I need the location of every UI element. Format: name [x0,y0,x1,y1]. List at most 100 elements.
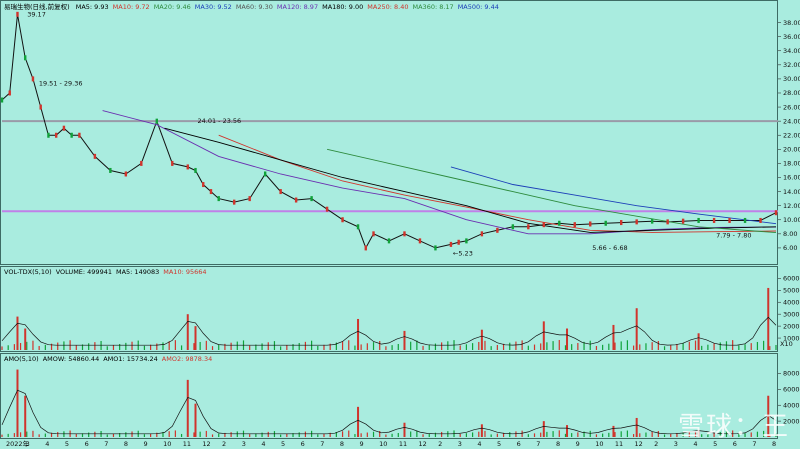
amo-bar [13,433,15,437]
amo-bar [7,433,9,437]
x-tick-label: 2 [654,440,658,448]
volume-bar [335,342,337,350]
volume-bar [218,344,220,350]
amo-bar [465,433,467,437]
volume-spike-bar [16,316,19,350]
candle [480,231,484,237]
x-tick-label: 9 [143,440,147,448]
amo-bar [688,431,690,437]
volume-bar [595,345,598,350]
candle [527,224,530,230]
volume-spike-bar [697,333,700,350]
volume-legend: VOL-TDX(5,10) VOLUME: 499941 MA5: 149083 MA… [4,267,211,277]
volume-bar [583,341,585,350]
volume-bar [379,340,381,350]
volume-bar [552,341,554,350]
volume-bar [94,342,96,350]
volume-ma5-line [1,316,777,346]
amo-bar [602,433,604,437]
amo-bar [657,431,659,437]
amo-bar [459,433,461,437]
volume-bar [713,343,715,350]
candle [403,231,406,237]
amo-legend: AMO(5,10) AMOW: 54860.44 AMO1: 15734.24 AMO… [4,354,216,364]
amo-bar [26,431,28,437]
amo-bar [713,432,715,437]
volume-bar [750,343,752,350]
y-tick-label: 10.00 [783,216,800,224]
volume-bar [602,344,604,350]
candle [8,90,11,96]
volume-bar [676,343,678,350]
amo-bar [577,432,579,437]
amo-bar [354,434,356,437]
x-tick-label: 2 [438,440,442,448]
x-tick-label: 7 [320,440,324,448]
volume-bar [645,343,647,350]
volume-bar [527,345,529,350]
series-line-MA120 [102,110,777,235]
amo-bar [75,434,77,437]
price-annotation: ←5.23 [453,249,473,257]
volume-bar [509,342,511,350]
amo-bar [750,432,752,437]
volume-bar [348,340,350,350]
y-tick-label: 30.00 [783,75,800,83]
volume-bar [26,341,28,350]
amo-bar [267,431,269,437]
amo-bar [571,433,573,437]
amo-spike-bar [194,403,197,437]
amo-bar [119,433,121,437]
volume-bar [385,346,387,350]
amo-bar [756,431,759,437]
amo-legend-item: AMO1: 15734.24 [103,355,158,363]
amo-bar [670,433,672,437]
series-line-close [1,14,777,250]
amo-spike-bar [566,425,569,437]
volume-bar [224,343,226,350]
candle [140,160,143,166]
amo-bar [162,431,164,437]
amo-bar [112,433,115,437]
amo-bar [19,432,22,437]
candle [186,164,189,170]
volume-bar [502,343,505,350]
amo-bar [180,433,183,437]
x-tick-label: 8 [772,440,776,448]
x-tick-label: 12 [635,440,643,448]
amo-bar [255,433,257,437]
amo-bar [478,431,480,437]
candle [697,217,700,223]
y-tick-label: 36.00 [783,33,800,41]
amo-bar [174,430,176,437]
candle [155,118,158,124]
amo-bar [410,431,412,437]
volume-spike-bar [480,329,483,350]
candle [743,217,747,223]
volume-bar [1,346,3,350]
candle [496,227,499,233]
volume-spike-bar [186,314,189,350]
volume-bar [701,345,703,350]
amo-bar [38,434,40,437]
amo-bar [676,433,678,437]
x-tick-label: 11 [183,440,191,448]
candle [78,132,81,138]
x-tick-label: 6 [85,440,89,448]
amo-bar [261,432,263,437]
volume-pane[interactable] [0,266,778,352]
amo-bar [763,430,765,437]
amo-pane[interactable] [0,353,778,439]
candle [341,217,344,223]
volume-bar [533,344,536,350]
x-tick-label: 9 [360,440,364,448]
volume-bar [465,344,467,350]
x-tick-label: 4 [261,440,265,448]
x-tick-label: 11 [615,440,623,448]
volume-bar [168,341,170,350]
price-annotation: 7.79 - 7.80 [716,231,751,239]
candle [681,218,685,224]
y-tick-label: 8.00 [783,230,797,238]
main-chart-pane[interactable] [0,0,778,265]
candle [294,197,298,203]
